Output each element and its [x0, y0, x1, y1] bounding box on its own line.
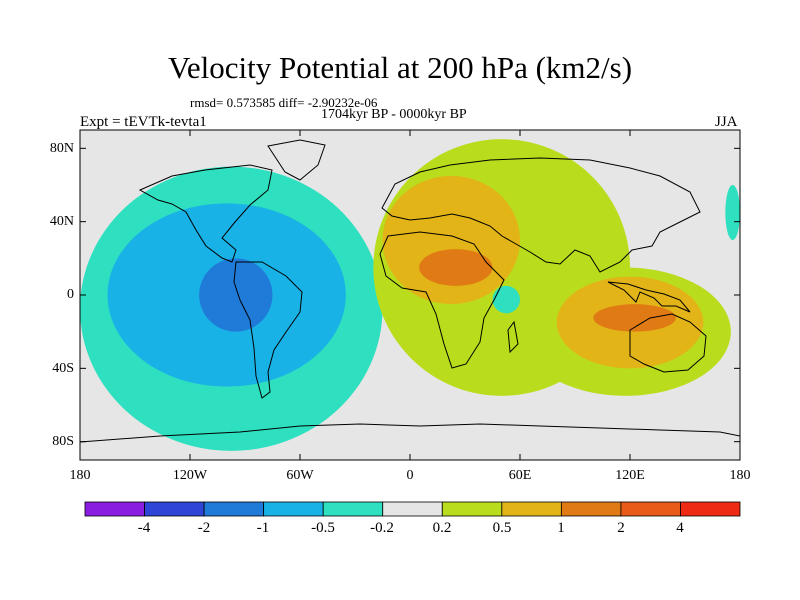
- colorbar: [84, 501, 741, 517]
- lon-label-60w: 60W: [286, 468, 314, 483]
- colorbar-swatch-2: [203, 501, 265, 517]
- colorbar-swatch-7: [501, 501, 562, 517]
- colorbar-label: -2: [197, 520, 211, 536]
- lat-label-80s: 80S: [52, 434, 74, 449]
- contour-region-2: [199, 258, 273, 332]
- colorbar-label: 1: [557, 520, 565, 536]
- lat-label-40n: 40N: [49, 214, 74, 229]
- colorbar-swatch-4: [322, 501, 384, 517]
- lon-label-0: 0: [406, 468, 414, 483]
- contour-region-9: [492, 285, 520, 314]
- colorbar-label: -4: [137, 520, 151, 536]
- period-label: 1704kyr BP - 0000kyr BP: [321, 107, 467, 122]
- colorbar-label: 4: [676, 520, 684, 536]
- colorbar-label: -0.2: [370, 520, 394, 536]
- x-axis-ticks: [79, 130, 741, 460]
- lat-label-40s: 40S: [52, 361, 74, 376]
- lon-label-60e: 60E: [508, 468, 532, 483]
- colorbar-swatch-8: [560, 501, 622, 517]
- lon-label-120e: 120E: [615, 468, 645, 483]
- colorbar-swatch-6: [441, 501, 503, 517]
- contour-fill-layer: [80, 139, 740, 451]
- lat-label-0: 0: [67, 287, 74, 302]
- season-label: JJA: [715, 114, 738, 130]
- coastline-layer: [80, 139, 740, 443]
- lon-label-180w: 180: [69, 468, 91, 483]
- colorbar-swatch-3: [263, 501, 324, 517]
- colorbar-swatch-1: [144, 501, 205, 517]
- lon-label-180e: 180: [729, 468, 751, 483]
- contour-region-8: [593, 304, 676, 332]
- colorbar-label: 0.2: [432, 520, 452, 536]
- experiment-label: Expt = tEVTk-tevta1: [80, 114, 207, 130]
- colorbar-label: -0.5: [311, 520, 335, 536]
- lon-label-120w: 120W: [172, 468, 208, 483]
- colorbar-label: 2: [617, 520, 625, 536]
- stats-line: rmsd= 0.573585 diff= -2.90232e-06: [190, 95, 378, 110]
- colorbar-swatch-9: [620, 501, 681, 517]
- colorbar-label: 0.5: [492, 520, 512, 536]
- colorbar-label: -1: [256, 520, 270, 536]
- contour-region-10: [725, 185, 740, 240]
- lat-label-80n: 80N: [49, 141, 74, 156]
- colorbar-swatch-10: [680, 501, 741, 517]
- colorbar-swatch-5: [382, 501, 443, 517]
- y-axis-ticks: [80, 147, 740, 443]
- contour-region-5: [419, 249, 493, 286]
- chart-title: Velocity Potential at 200 hPa (km2/s): [167, 50, 633, 85]
- colorbar-swatch-0: [84, 501, 145, 517]
